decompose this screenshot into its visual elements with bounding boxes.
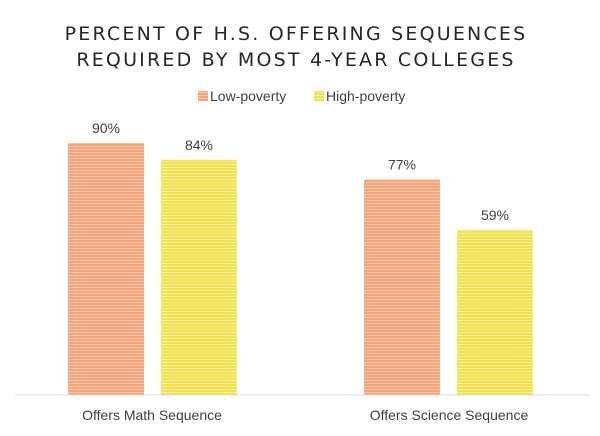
- chart-title-line-2: REQUIRED BY MOST 4-YEAR COLLEGES: [76, 49, 515, 71]
- plot-area: 90% 84% 77% 59%: [68, 120, 533, 395]
- chart-title-line-1: PERCENT OF H.S. OFFERING SEQUENCES: [65, 23, 528, 45]
- bar-high-poverty-offers-science-sequence: [457, 229, 533, 395]
- category-label-science: Offers Science Sequence: [370, 407, 529, 423]
- category-label-math: Offers Math Sequence: [82, 407, 222, 423]
- legend-swatch-low-poverty: [198, 91, 208, 101]
- data-label-low-poverty-offers-science-sequence: 77%: [388, 156, 416, 172]
- category-labels: Offers Math Sequence Offers Science Sequ…: [82, 407, 528, 423]
- legend-item-high-poverty: High-poverty: [314, 88, 405, 104]
- data-label-high-poverty-offers-math-sequence: 84%: [185, 137, 213, 153]
- legend-label-high-poverty: High-poverty: [326, 88, 405, 104]
- legend-label-low-poverty: Low-poverty: [210, 88, 286, 104]
- legend-item-low-poverty: Low-poverty: [198, 88, 286, 104]
- bar-high-poverty-offers-math-sequence: [161, 159, 237, 395]
- data-label-high-poverty-offers-science-sequence: 59%: [481, 207, 509, 223]
- chart-title: PERCENT OF H.S. OFFERING SEQUENCES REQUI…: [65, 23, 528, 71]
- data-label-low-poverty-offers-math-sequence: 90%: [92, 120, 120, 136]
- legend-swatch-high-poverty: [314, 91, 324, 101]
- bar-low-poverty-offers-math-sequence: [68, 143, 144, 395]
- bar-low-poverty-offers-science-sequence: [364, 179, 440, 395]
- legend: Low-poverty High-poverty: [198, 88, 405, 104]
